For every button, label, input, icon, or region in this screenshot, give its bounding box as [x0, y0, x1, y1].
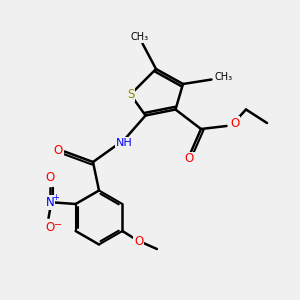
Text: O: O: [230, 117, 239, 130]
Text: O: O: [46, 221, 55, 234]
Text: +: +: [52, 193, 59, 202]
Text: O: O: [184, 152, 194, 166]
Text: O: O: [46, 171, 55, 184]
Text: CH₃: CH₃: [214, 71, 232, 82]
Text: O: O: [54, 143, 63, 157]
Text: CH₃: CH₃: [130, 32, 148, 43]
Text: O: O: [134, 235, 143, 248]
Text: NH: NH: [116, 137, 132, 148]
Text: S: S: [127, 88, 134, 101]
Text: −: −: [54, 220, 62, 230]
Text: N: N: [46, 196, 55, 209]
